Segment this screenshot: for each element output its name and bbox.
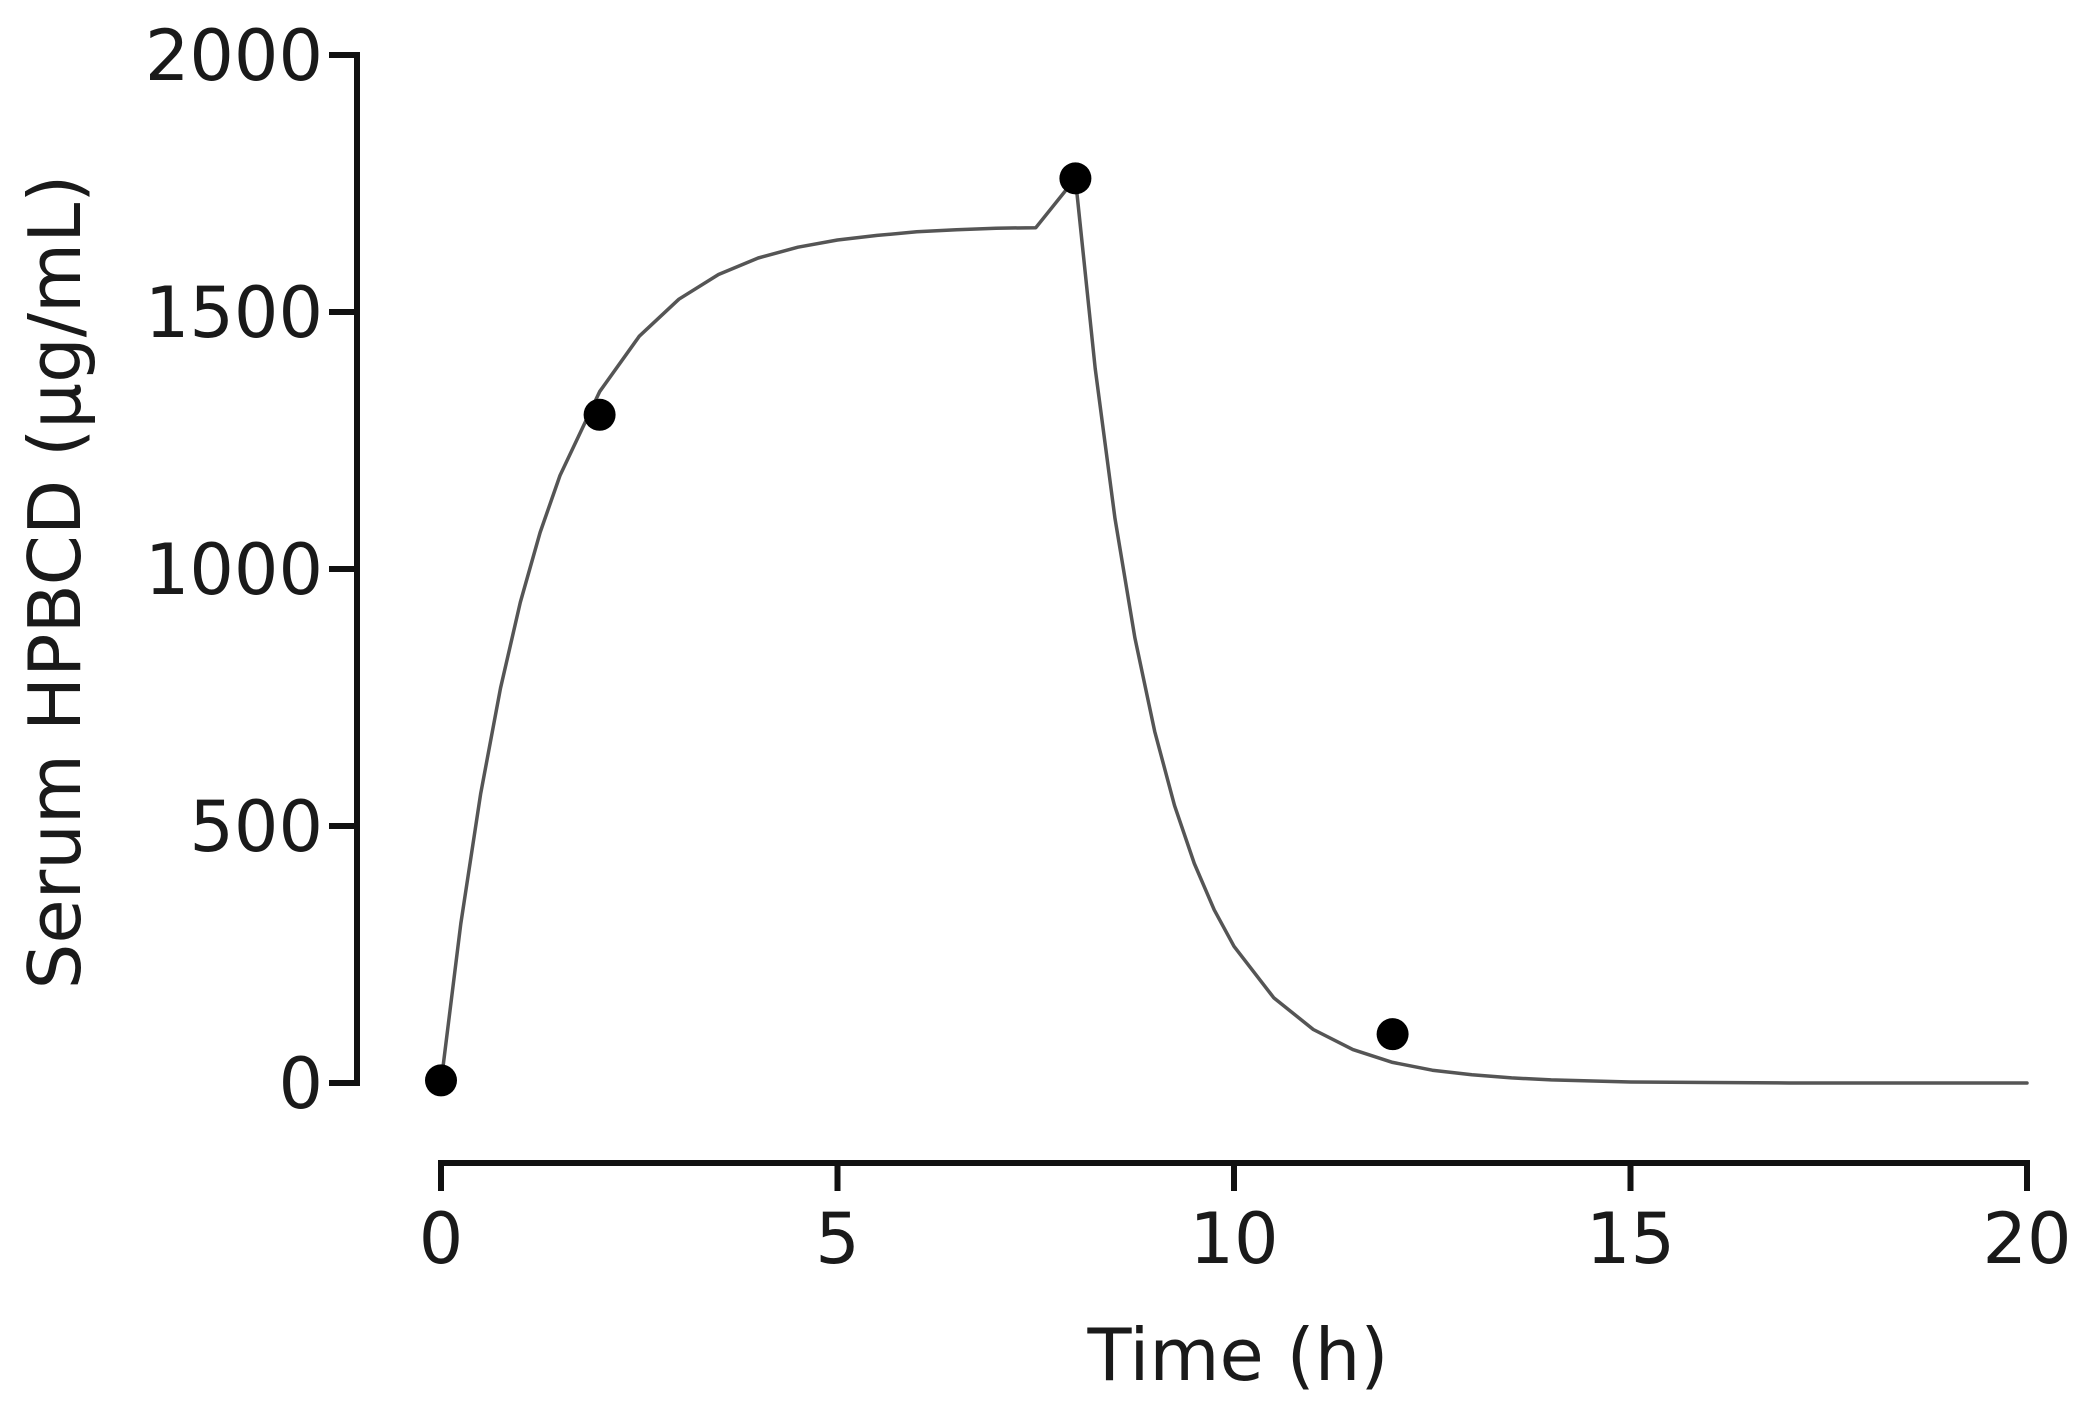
x-tick-label: 15	[1586, 1198, 1675, 1280]
x-tick-label: 20	[1982, 1198, 2071, 1280]
y-tick-label: 500	[189, 786, 323, 868]
fit-curve	[439, 176, 2029, 1085]
y-tick-label: 1000	[145, 529, 323, 611]
x-axis-title: Time (h)	[1087, 1313, 1389, 1397]
plot-area	[425, 162, 2029, 1097]
y-tick-label: 0	[278, 1043, 323, 1125]
x-tick-label: 5	[815, 1198, 860, 1280]
data-point	[1376, 1018, 1409, 1051]
data-point	[583, 398, 616, 431]
x-axis: 0 5 10 15 20	[419, 1160, 2072, 1280]
x-tick-label: 0	[419, 1198, 464, 1280]
y-axis: 0 500 1000 1500 2000	[145, 15, 360, 1125]
data-point	[1059, 162, 1092, 195]
data-point	[425, 1064, 457, 1097]
y-tick-label: 1500	[145, 272, 323, 354]
y-tick-label: 2000	[145, 15, 323, 97]
x-tick-label: 10	[1189, 1198, 1278, 1280]
y-axis-title: Serum HPBCD (µg/mL)	[13, 175, 97, 990]
